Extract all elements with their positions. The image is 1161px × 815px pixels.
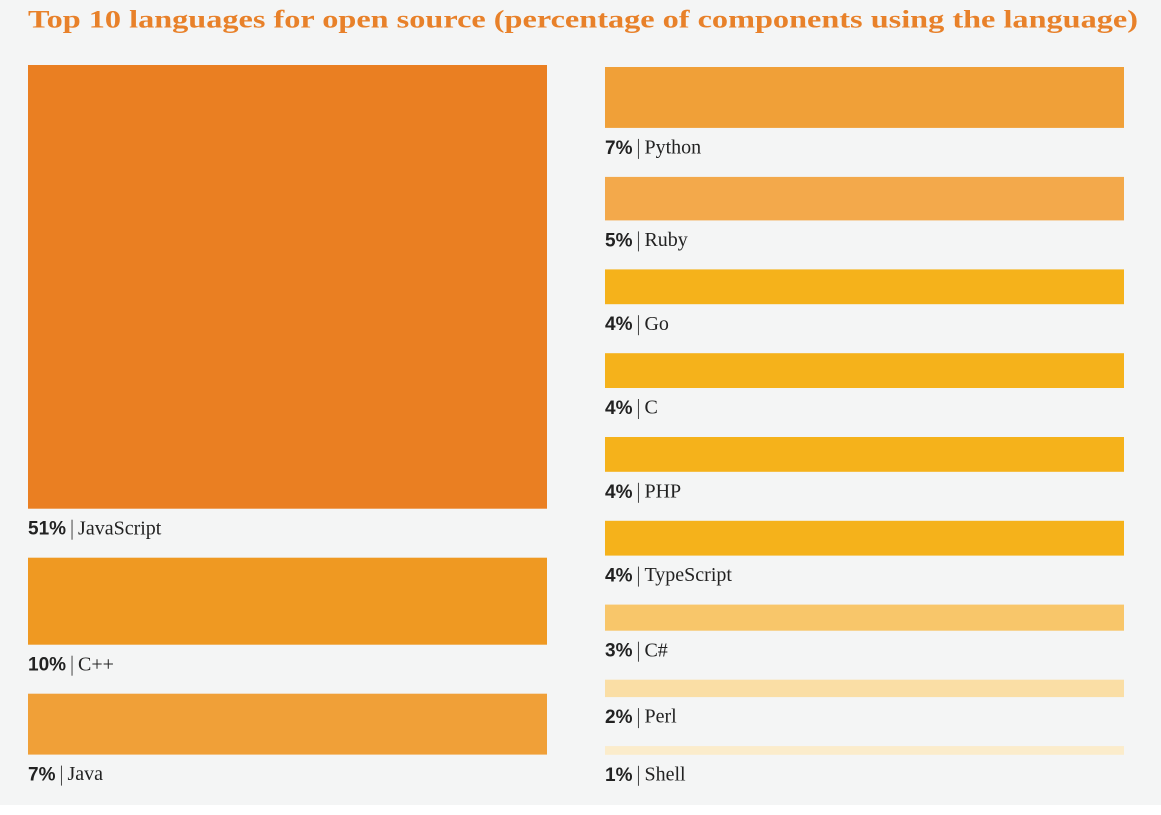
value-label: 7% (28, 765, 56, 786)
category-label: Go (644, 313, 668, 335)
block (605, 679, 1124, 698)
category-label: Perl (644, 706, 677, 728)
category-label: JavaScript (78, 517, 162, 539)
value-label: 7% (605, 138, 633, 159)
value-label: 1% (605, 765, 633, 786)
value-label: 2% (605, 707, 633, 728)
value-label: 5% (605, 230, 633, 251)
value-label: 3% (605, 641, 633, 662)
category-label: Python (644, 136, 701, 158)
category-label: Java (67, 763, 103, 785)
category-label: TypeScript (644, 564, 732, 586)
value-label: 4% (605, 566, 633, 587)
value-label: 10% (28, 655, 66, 676)
category-label: C (644, 397, 657, 419)
value-label: 4% (605, 314, 633, 335)
block (28, 557, 547, 645)
category-label: C++ (78, 653, 114, 675)
block (605, 269, 1124, 305)
block (605, 437, 1124, 472)
block (28, 65, 547, 509)
block (605, 746, 1124, 755)
chart-title: Top 10 languages for open source (percen… (28, 7, 1138, 34)
category-label: Ruby (644, 229, 687, 251)
category-label: C# (644, 639, 667, 661)
value-label: 4% (605, 398, 633, 419)
value-label: 51% (28, 519, 66, 540)
block (605, 353, 1124, 388)
block (605, 176, 1124, 221)
category-label: Shell (644, 763, 686, 785)
block (605, 520, 1124, 556)
value-label: 4% (605, 482, 633, 503)
block (28, 693, 547, 755)
category-label: PHP (644, 480, 681, 502)
block (605, 604, 1124, 631)
block (605, 67, 1124, 128)
